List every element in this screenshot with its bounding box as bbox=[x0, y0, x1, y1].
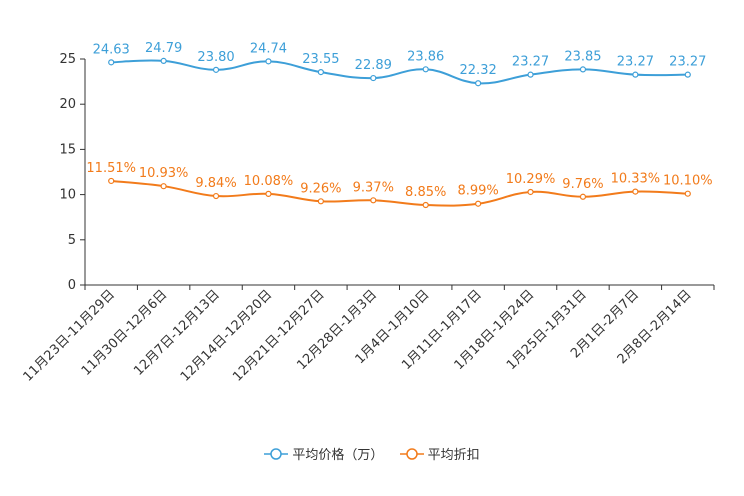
series-1-point[interactable] bbox=[422, 201, 429, 209]
series-1-point[interactable] bbox=[632, 188, 639, 195]
series-1-point[interactable] bbox=[265, 190, 272, 197]
series-line-0 bbox=[111, 59, 688, 85]
y-tick-label: 15 bbox=[59, 142, 76, 157]
legend-price-icon bbox=[264, 447, 289, 460]
series-0-point[interactable] bbox=[317, 69, 324, 76]
series-0-data-label: 23.55 bbox=[302, 52, 339, 67]
series-1-data-label: 10.08% bbox=[244, 174, 294, 189]
series-1-data-label: 11.51% bbox=[86, 161, 136, 176]
series-0-point[interactable] bbox=[160, 57, 167, 64]
series-0-data-label: 22.89 bbox=[355, 58, 392, 73]
series-1-data-label: 10.33% bbox=[611, 172, 661, 187]
series-1-data-label: 10.93% bbox=[139, 166, 189, 181]
series-0-point[interactable] bbox=[370, 74, 377, 82]
y-tick-label: 25 bbox=[59, 52, 76, 67]
x-axis-ticks: 11月23日-11月29日11月30日-12月6日12月7日-12月13日12月… bbox=[21, 285, 715, 385]
series-0-data-label: 23.80 bbox=[197, 50, 234, 65]
series-1-data-label: 10.10% bbox=[663, 174, 713, 189]
x-tick-label: 11月23日-11月29日 bbox=[21, 287, 118, 384]
series-0-data-label: 22.32 bbox=[460, 63, 497, 78]
series-0-data-label: 24.74 bbox=[250, 41, 287, 56]
series-1-data-label: 8.85% bbox=[405, 185, 446, 200]
legend-discount-icon bbox=[399, 447, 424, 460]
y-tick-label: 5 bbox=[68, 233, 76, 248]
x-tick-label: 12月21日-12月27日 bbox=[230, 287, 327, 384]
series-0-data-label: 23.27 bbox=[669, 55, 706, 70]
series-1-data-label: 10.29% bbox=[506, 172, 556, 187]
y-tick-label: 20 bbox=[59, 97, 76, 112]
series-1-data-label: 8.99% bbox=[457, 184, 498, 199]
series-line-1 bbox=[111, 179, 688, 207]
series-0-point[interactable] bbox=[632, 71, 639, 78]
series-0-data-label: 23.27 bbox=[512, 55, 549, 70]
series-1-point[interactable] bbox=[160, 183, 167, 190]
y-tick-label: 0 bbox=[68, 278, 76, 293]
series-0-data-label: 24.63 bbox=[93, 42, 130, 57]
series-0-point[interactable] bbox=[212, 66, 220, 73]
y-tick-label: 10 bbox=[59, 188, 76, 203]
y-axis-ticks: 0 5 10 15 20 25 bbox=[59, 52, 85, 293]
series-0-point[interactable] bbox=[527, 71, 534, 78]
series-1-point[interactable] bbox=[108, 177, 115, 185]
legend-label-discount: 平均折扣 bbox=[427, 448, 480, 463]
series-1-data-label: 9.84% bbox=[195, 176, 236, 191]
series-1-point[interactable] bbox=[317, 198, 324, 205]
legend: 平均价格（万） 平均折扣 bbox=[0, 444, 744, 463]
legend-item-discount[interactable]: 平均折扣 bbox=[399, 444, 480, 463]
series-1-point[interactable] bbox=[527, 188, 534, 196]
series-0-data-label: 24.79 bbox=[145, 41, 182, 56]
series-1-point[interactable] bbox=[370, 197, 377, 204]
legend-item-price[interactable]: 平均价格（万） bbox=[264, 444, 383, 463]
series-1-point[interactable] bbox=[212, 192, 220, 200]
series-0-point[interactable] bbox=[684, 71, 691, 78]
series-1-data-label: 9.76% bbox=[562, 177, 603, 192]
series-0-data-label: 23.85 bbox=[564, 49, 601, 64]
series-1-point[interactable] bbox=[579, 193, 587, 200]
series-1-point[interactable] bbox=[684, 190, 691, 197]
series-0-point[interactable] bbox=[108, 59, 115, 66]
series-0-point[interactable] bbox=[579, 66, 587, 73]
series-0-point[interactable] bbox=[475, 80, 482, 87]
line-chart: 0 5 10 15 20 25 11月23日-11月29日11月30日-12月6日12月7… bbox=[21, 41, 715, 385]
legend-label-price: 平均价格（万） bbox=[292, 448, 384, 463]
series-0-point[interactable] bbox=[422, 66, 429, 73]
series-0-data-label: 23.27 bbox=[617, 55, 654, 70]
series-0-data-label: 23.86 bbox=[407, 49, 444, 64]
series-0-point[interactable] bbox=[265, 58, 272, 65]
series-1-data-label: 9.37% bbox=[353, 180, 394, 195]
series-layer: 24.63 24.79 23.80 24.74 23.55 22.89 23.86 22.32… bbox=[86, 41, 713, 209]
series-1-point[interactable] bbox=[475, 200, 482, 207]
series-1-data-label: 9.26% bbox=[300, 181, 341, 196]
x-tick-label: 12月14日-12月20日 bbox=[178, 287, 275, 384]
